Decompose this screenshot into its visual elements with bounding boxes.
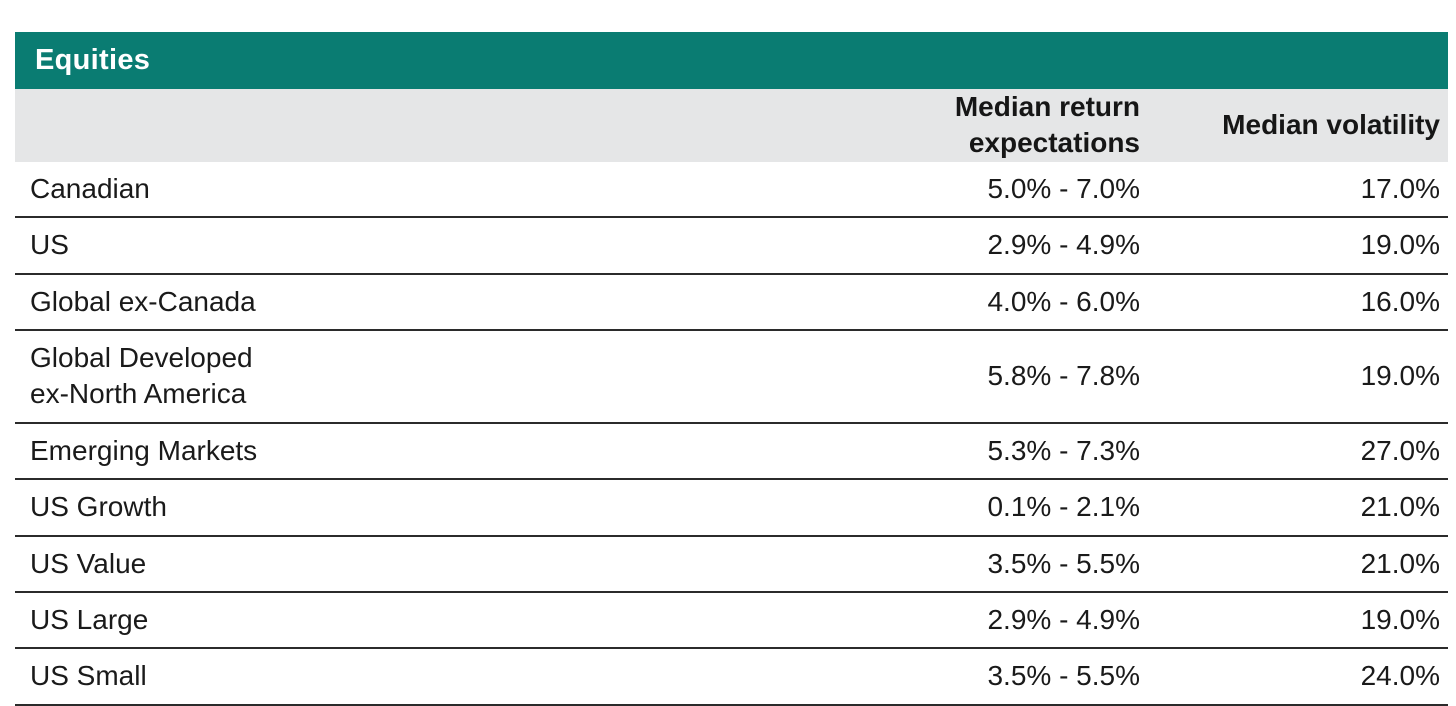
return-expectation-value: 5.3% - 7.3%: [987, 434, 1140, 466]
return-expectation-value: 3.5% - 5.5%: [987, 547, 1140, 579]
column-header-return-expectations: Median return expectations: [954, 91, 1140, 159]
asset-name: US Large: [30, 603, 149, 635]
volatility-value: 17.0%: [1360, 172, 1440, 204]
volatility-value: 21.0%: [1360, 547, 1440, 579]
asset-name: Canadian: [30, 172, 150, 204]
asset-name: US Growth: [30, 491, 167, 523]
table-row: US Small 3.5% - 5.5% 24.0%: [15, 649, 1448, 706]
return-expectation-value: 2.9% - 4.9%: [987, 229, 1140, 261]
return-expectation-value: 5.0% - 7.0%: [987, 172, 1140, 204]
equities-table: Equities Median return expectations Medi…: [15, 32, 1448, 706]
return-expectation-value: 2.9% - 4.9%: [987, 603, 1140, 635]
asset-name: US Value: [30, 547, 147, 579]
table-row: US Large 2.9% - 4.9% 19.0%: [15, 593, 1448, 650]
table-row: Global ex-Canada 4.0% - 6.0% 16.0%: [15, 275, 1448, 331]
table-row: US 2.9% - 4.9% 19.0%: [15, 218, 1448, 275]
table-title-bar: Equities: [15, 32, 1448, 89]
volatility-value: 19.0%: [1360, 360, 1440, 392]
volatility-value: 16.0%: [1360, 285, 1440, 317]
volatility-value: 19.0%: [1360, 603, 1440, 635]
table-row: Global Developed ex-North America 5.8% -…: [15, 331, 1448, 424]
asset-name: Global ex-Canada: [30, 285, 256, 317]
asset-name: US: [30, 229, 69, 261]
asset-name: Global Developed ex-North America: [30, 341, 253, 410]
return-expectation-value: 0.1% - 2.1%: [987, 491, 1140, 523]
return-expectation-value: 3.5% - 5.5%: [987, 660, 1140, 692]
table-body: Canadian 5.0% - 7.0% 17.0% US 2.9% - 4.9…: [15, 162, 1448, 706]
volatility-value: 24.0%: [1360, 660, 1440, 692]
asset-name: Emerging Markets: [30, 434, 258, 466]
table-row: Emerging Markets 5.3% - 7.3% 27.0%: [15, 424, 1448, 481]
return-expectation-value: 5.8% - 7.8%: [987, 360, 1140, 392]
volatility-value: 19.0%: [1360, 229, 1440, 261]
table-title: Equities: [35, 44, 151, 76]
table-row: US Growth 0.1% - 2.1% 21.0%: [15, 480, 1448, 537]
volatility-value: 27.0%: [1360, 434, 1440, 466]
return-expectation-value: 4.0% - 6.0%: [987, 285, 1140, 317]
asset-name: US Small: [30, 660, 147, 692]
volatility-value: 21.0%: [1360, 491, 1440, 523]
column-header-volatility: Median volatility: [1222, 109, 1440, 141]
table-header-row: Median return expectations Median volati…: [15, 89, 1448, 162]
table-row: Canadian 5.0% - 7.0% 17.0%: [15, 162, 1448, 219]
table-row: US Value 3.5% - 5.5% 21.0%: [15, 537, 1448, 593]
